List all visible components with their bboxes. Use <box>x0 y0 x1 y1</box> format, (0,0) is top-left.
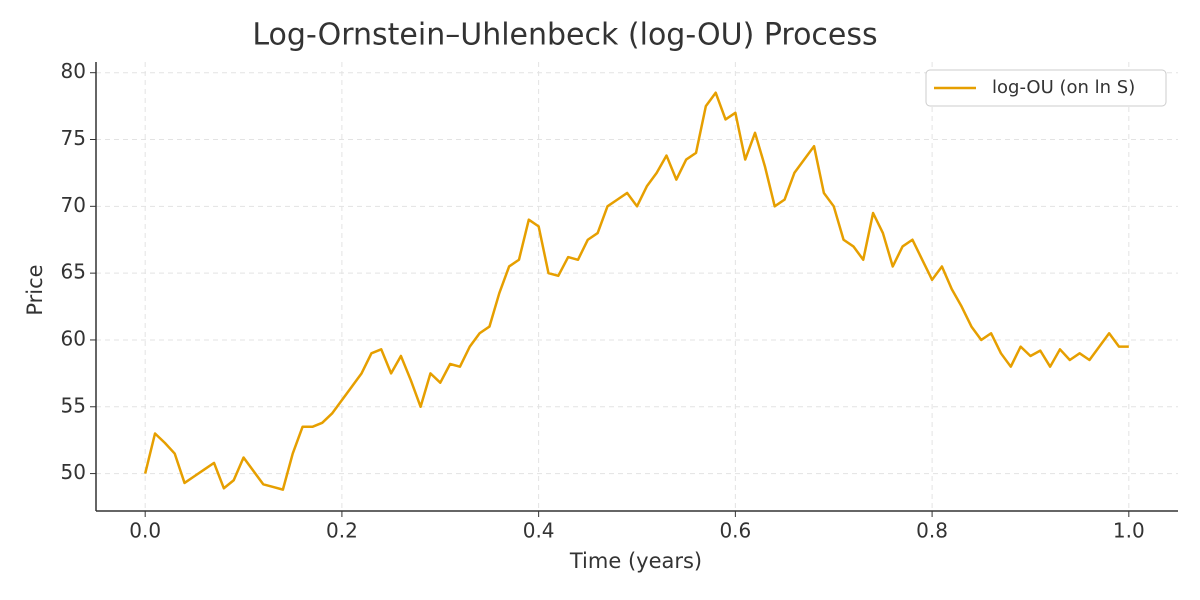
x-tick-label: 0.8 <box>916 519 948 543</box>
grid <box>96 62 1178 511</box>
y-tick-label: 65 <box>61 260 86 284</box>
x-tick-label: 0.6 <box>719 519 751 543</box>
y-tick-label: 70 <box>61 193 86 217</box>
x-tick-label: 0.0 <box>129 519 161 543</box>
plot-area <box>143 91 1129 491</box>
chart-title: Log-Ornstein–Uhlenbeck (log-OU) Process <box>252 18 877 53</box>
y-tick-label: 80 <box>61 59 86 83</box>
y-axis-label: Price <box>23 264 47 315</box>
x-tick-label: 0.4 <box>523 519 555 543</box>
legend-label: log-OU (on ln S) <box>992 77 1135 98</box>
y-tick-label: 75 <box>61 126 86 150</box>
y-tick-label: 60 <box>61 326 86 350</box>
series-line <box>143 91 1129 491</box>
x-axis-label: Time (years) <box>569 549 702 573</box>
legend-box <box>925 69 1167 107</box>
x-tick-label: 1.0 <box>1113 519 1145 543</box>
x-tick-label: 0.2 <box>326 519 358 543</box>
legend: log-OU (on ln S) <box>925 69 1167 107</box>
y-tick-label: 50 <box>61 460 86 484</box>
y-tick-label: 55 <box>61 393 86 417</box>
